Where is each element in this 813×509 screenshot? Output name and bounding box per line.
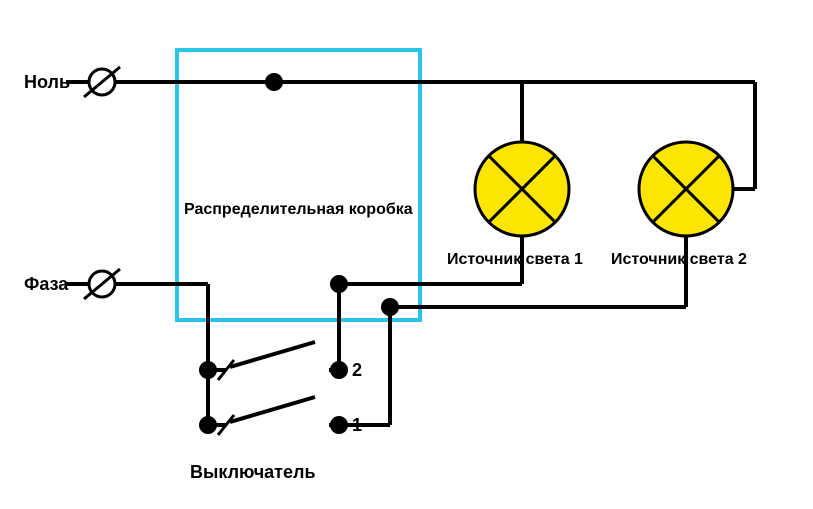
- sw-out1: [330, 416, 348, 434]
- label-lamp2: Источник света 2: [611, 251, 747, 268]
- label-neutral: Ноль: [24, 72, 70, 92]
- switch-2-blade: [230, 342, 315, 367]
- wiring-diagram: Ноль Фаза Распределительная коробка Источни…: [0, 0, 813, 509]
- label-junction-box: Распределительная коробка: [184, 201, 413, 218]
- sw-out2: [330, 361, 348, 379]
- switch-1-blade: [230, 397, 315, 422]
- sw-common-lower: [199, 416, 217, 434]
- neutral-node: [265, 73, 283, 91]
- label-sw-out1: 1: [352, 415, 362, 435]
- label-switch: Выключатель: [190, 462, 316, 482]
- label-lamp1: Источник света 1: [447, 251, 583, 268]
- label-phase: Фаза: [24, 274, 69, 294]
- label-sw-out2: 2: [352, 360, 362, 380]
- sw-common-upper: [199, 361, 217, 379]
- junction-box: [177, 50, 420, 320]
